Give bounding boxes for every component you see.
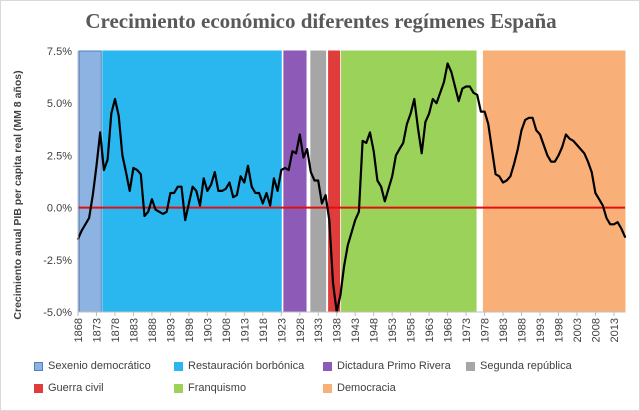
x-tick-label: 2013 xyxy=(609,318,621,342)
x-tick-label: 1903 xyxy=(202,318,214,342)
axes xyxy=(77,51,625,313)
x-tick-label: 2003 xyxy=(572,318,584,342)
x-tick-label: 1873 xyxy=(92,318,104,342)
x-tick-label: 1998 xyxy=(554,318,566,342)
x-tick-label: 1953 xyxy=(387,318,399,342)
x-tick-label: 1963 xyxy=(424,318,436,342)
regime-band-5 xyxy=(328,50,341,313)
y-tick-label: 7.5% xyxy=(47,46,72,58)
regime-band-6 xyxy=(341,50,477,313)
x-tick-label: 1898 xyxy=(184,318,196,342)
y-tick-labels: 7.5% 5.0% 2.5% 0.0% -2.5% -5.0% xyxy=(43,46,72,319)
x-tick-label: 1893 xyxy=(165,318,177,342)
x-tick-label: 2008 xyxy=(590,318,602,342)
x-tick-label: 1883 xyxy=(128,318,140,342)
y-tick-label: 0.0% xyxy=(47,203,72,215)
x-tick-label: 1868 xyxy=(73,318,85,342)
x-tick-label: 1988 xyxy=(517,318,529,342)
y-tick-label: 2.5% xyxy=(47,150,72,162)
x-tick-label: 1968 xyxy=(443,318,455,342)
x-tick-label: 1983 xyxy=(498,318,510,342)
series-line-1 xyxy=(76,62,627,314)
x-tick-label: 1928 xyxy=(295,318,307,342)
x-tick-label: 1993 xyxy=(535,318,547,342)
x-tick-label: 1913 xyxy=(239,318,251,342)
x-tick-label: 1908 xyxy=(221,318,233,342)
x-tick-label: 1978 xyxy=(480,318,492,342)
regime-band-1 xyxy=(78,50,102,313)
y-tick-label: 5.0% xyxy=(47,98,72,110)
regime-bands xyxy=(78,50,626,313)
x-tick-label: 1888 xyxy=(147,318,159,342)
x-tick-label: 1923 xyxy=(276,318,288,342)
y-tick-label: -5.0% xyxy=(43,307,72,319)
x-tick-label: 1973 xyxy=(461,318,473,342)
x-tick-label: 1918 xyxy=(258,318,270,342)
regime-band-2 xyxy=(102,50,282,313)
x-tick-label: 1938 xyxy=(332,318,344,342)
x-tick-label: 1948 xyxy=(369,318,381,342)
x-tick-label: 1943 xyxy=(350,318,362,342)
x-tick-label: 1878 xyxy=(110,318,122,342)
series-group xyxy=(76,62,627,314)
x-tick-label: 1958 xyxy=(406,318,418,342)
x-tick-labels: 1868 1873 1878 1883 1888 1893 1898 1903 1908 1913… xyxy=(73,312,621,342)
chart-title: Crecimiento económico diferentes regímen… xyxy=(85,9,557,33)
regime-band-3 xyxy=(283,50,307,313)
x-tick-label: 1933 xyxy=(313,318,325,342)
y-tick-label: -2.5% xyxy=(43,255,72,267)
